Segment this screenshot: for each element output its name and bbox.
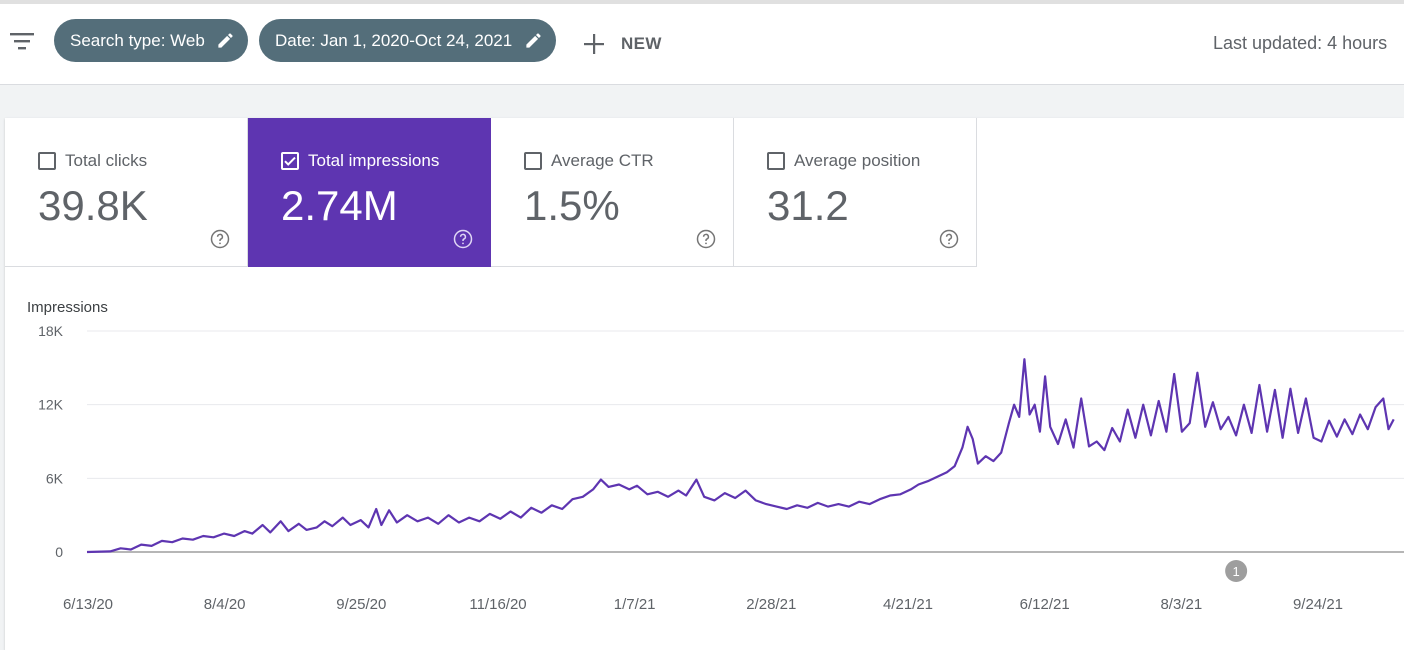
x-tick-label: 8/3/21 — [1160, 596, 1202, 613]
x-tick-label: 6/13/20 — [63, 596, 113, 613]
metric-value: 39.8K — [38, 182, 148, 229]
x-tick-label: 9/25/20 — [336, 596, 386, 613]
checkbox-checked[interactable] — [281, 152, 299, 170]
series-line — [86, 358, 1395, 554]
line-chart[interactable]: 0 6K 12K 18K 6/13/20 8/4/20 9/25/20 11/16/20 1/7… — [5, 267, 1404, 650]
new-filter-button[interactable]: NEW — [580, 26, 680, 62]
check-icon — [284, 156, 296, 166]
annotation-marker — [1225, 560, 1248, 582]
metric-value: 31.2 — [767, 182, 849, 229]
metric-value: 2.74M — [281, 182, 398, 229]
impressions-chart: Impressions 0 6K 12K 18K 6/13/20 8/4/20 9/25/2… — [5, 267, 1404, 650]
x-tick-label: 6/12/21 — [1020, 596, 1070, 613]
toolbar: Search type: Web Date: Jan 1, 2020-Oct 2… — [0, 0, 1404, 85]
metric-label: Average CTR — [551, 151, 654, 170]
search-type-chip[interactable]: Search type: Web — [54, 19, 248, 62]
annotation-label: 1 — [1233, 564, 1240, 579]
performance-card: Total clicks 39.8K Total impressions 2.7… — [5, 118, 1404, 650]
search-type-chip-label: Search type: Web — [70, 31, 205, 50]
pencil-icon[interactable] — [216, 31, 235, 50]
metric-label: Average position — [794, 151, 921, 170]
plus-icon — [584, 34, 604, 54]
x-tick-label: 4/21/21 — [883, 596, 933, 613]
x-tick-label: 1/7/21 — [614, 596, 656, 613]
metric-value: 1.5% — [524, 182, 620, 229]
x-tick-label: 9/24/21 — [1293, 596, 1343, 613]
filter-list-icon[interactable] — [9, 30, 35, 52]
checkbox[interactable] — [524, 152, 542, 170]
metric-tile-total-impressions[interactable]: Total impressions 2.74M — [248, 118, 491, 267]
metric-tiles: Total clicks 39.8K Total impressions 2.7… — [5, 118, 977, 267]
help-icon[interactable] — [939, 229, 959, 249]
y-tick-label: 6K — [46, 470, 64, 486]
help-icon[interactable] — [453, 229, 473, 249]
metric-tile-average-ctr[interactable]: Average CTR 1.5% — [491, 118, 734, 267]
x-tick-label: 2/28/21 — [746, 596, 796, 613]
metric-label: Total impressions — [308, 151, 440, 170]
y-axis-title: Impressions — [27, 299, 108, 316]
y-tick-label: 12K — [38, 397, 64, 413]
date-range-chip[interactable]: Date: Jan 1, 2020-Oct 24, 2021 — [259, 19, 556, 62]
checkbox[interactable] — [767, 152, 785, 170]
pencil-icon[interactable] — [524, 31, 543, 50]
last-updated-text: Last updated: 4 hours — [1213, 33, 1388, 53]
y-tick-label: 18K — [38, 323, 64, 339]
x-tick-label: 11/16/20 — [469, 596, 526, 613]
metric-label: Total clicks — [65, 151, 148, 170]
x-tick-label: 8/4/20 — [204, 596, 246, 613]
y-tick-label: 0 — [55, 544, 63, 560]
metric-tile-average-position[interactable]: Average position 31.2 — [734, 118, 977, 267]
checkbox[interactable] — [38, 152, 56, 170]
help-icon[interactable] — [696, 229, 716, 249]
new-filter-label: NEW — [621, 34, 662, 53]
help-icon[interactable] — [210, 229, 230, 249]
metric-tile-total-clicks[interactable]: Total clicks 39.8K — [5, 118, 248, 267]
date-range-chip-label: Date: Jan 1, 2020-Oct 24, 2021 — [275, 31, 513, 50]
